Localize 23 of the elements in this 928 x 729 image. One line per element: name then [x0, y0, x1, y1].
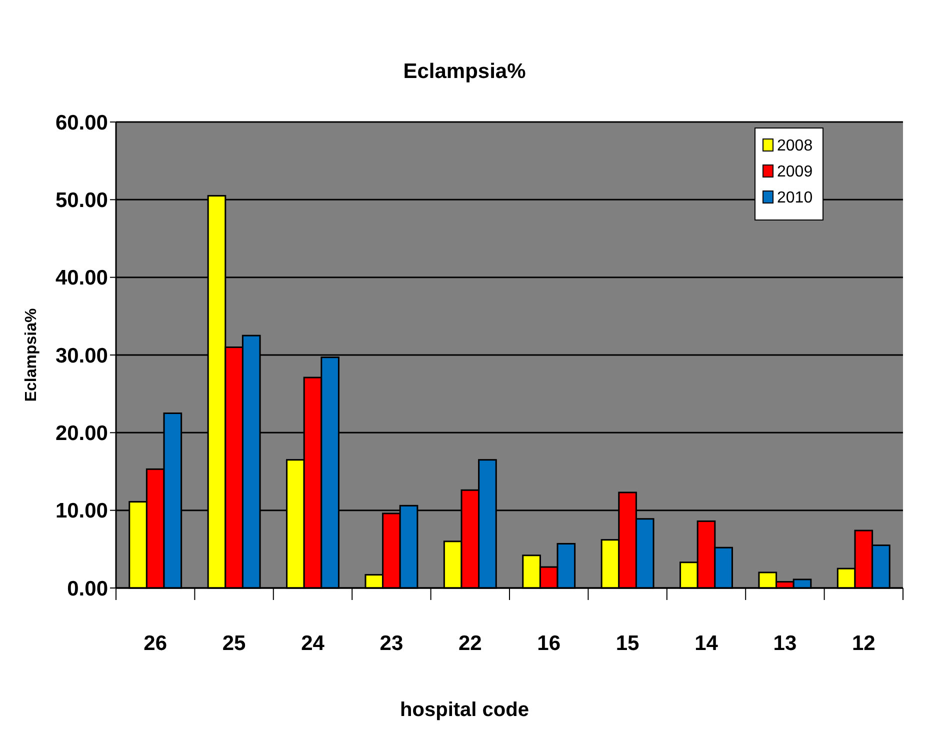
y-tick-label: 0.00	[67, 577, 108, 600]
chart-title: Eclampsia%	[403, 60, 526, 83]
x-tick-label: 12	[852, 632, 876, 655]
x-tick-label: 24	[301, 632, 325, 655]
x-tick-label: 15	[616, 632, 640, 655]
legend-label: 2010	[777, 190, 813, 207]
y-tick-label: 30.00	[55, 344, 108, 368]
y-tick-label: 20.00	[55, 422, 108, 446]
legend-label: 2008	[777, 138, 813, 155]
y-tick-label: 10.00	[55, 500, 108, 523]
x-tick-label: 26	[144, 632, 168, 655]
x-tick-label: 23	[380, 632, 404, 655]
x-tick-label: 16	[537, 632, 561, 655]
x-tick-label: 14	[694, 632, 718, 655]
x-tick-label: 25	[222, 632, 246, 655]
y-tick-label: 40.00	[55, 266, 108, 290]
legend-label: 2009	[777, 164, 813, 181]
x-tick-label: 13	[773, 632, 797, 655]
x-tick-label: 22	[458, 632, 482, 655]
x-axis-title: hospital code	[400, 699, 529, 721]
y-tick-label: 50.00	[55, 189, 108, 212]
y-axis-title: Eclampsia%	[23, 308, 40, 402]
y-tick-label: 60.00	[55, 111, 108, 134]
